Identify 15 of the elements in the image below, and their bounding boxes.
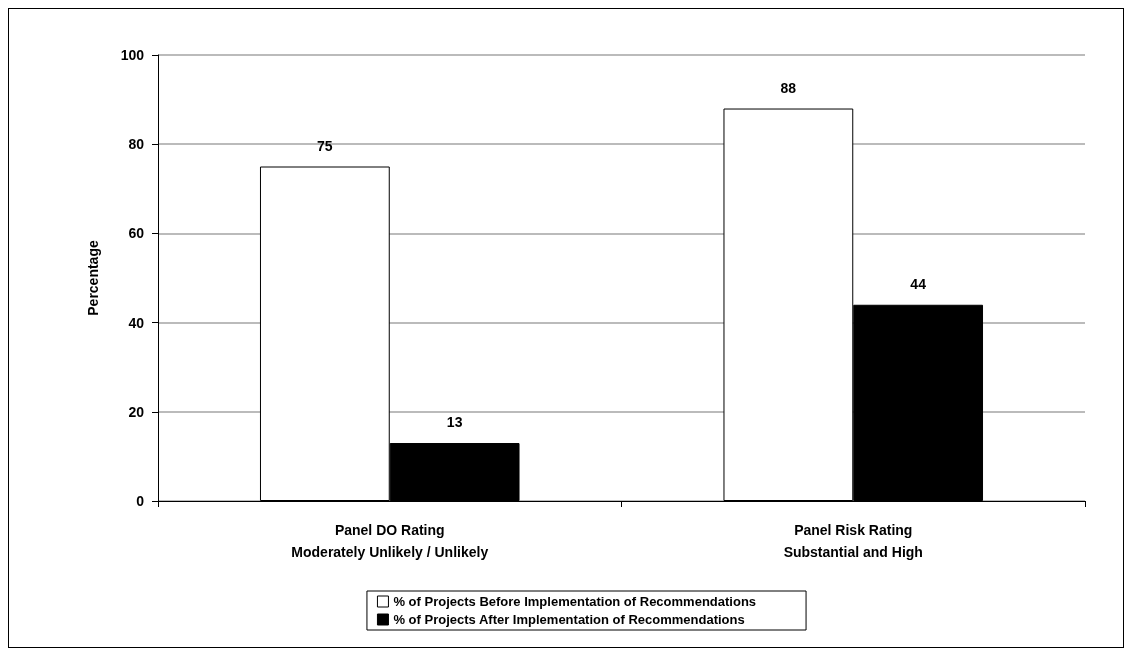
y-tick-label: 40 — [128, 314, 145, 331]
y-tick-label: 80 — [128, 136, 145, 153]
data-label: 88 — [780, 79, 797, 96]
y-tick-label: 100 — [120, 47, 145, 63]
legend-label: % of Projects Before Implementation of Recommendations — [393, 594, 757, 609]
y-axis-title: Percentage — [85, 240, 101, 316]
data-label: 13 — [446, 414, 463, 431]
x-tick-label: Panel Risk Rating Substantial and High — [783, 522, 923, 560]
x-tick-label: Panel DO Rating Moderately Unlikely / Unlikely — [291, 522, 489, 560]
legend-label: % of Projects After Implementation of Recommendations — [393, 612, 745, 627]
y-tick-label: 0 — [136, 493, 145, 509]
y-tick-label: 20 — [128, 403, 145, 420]
data-label: 44 — [910, 275, 927, 292]
data-label: 75 — [317, 137, 333, 154]
y-tick-label: 60 — [128, 225, 145, 242]
